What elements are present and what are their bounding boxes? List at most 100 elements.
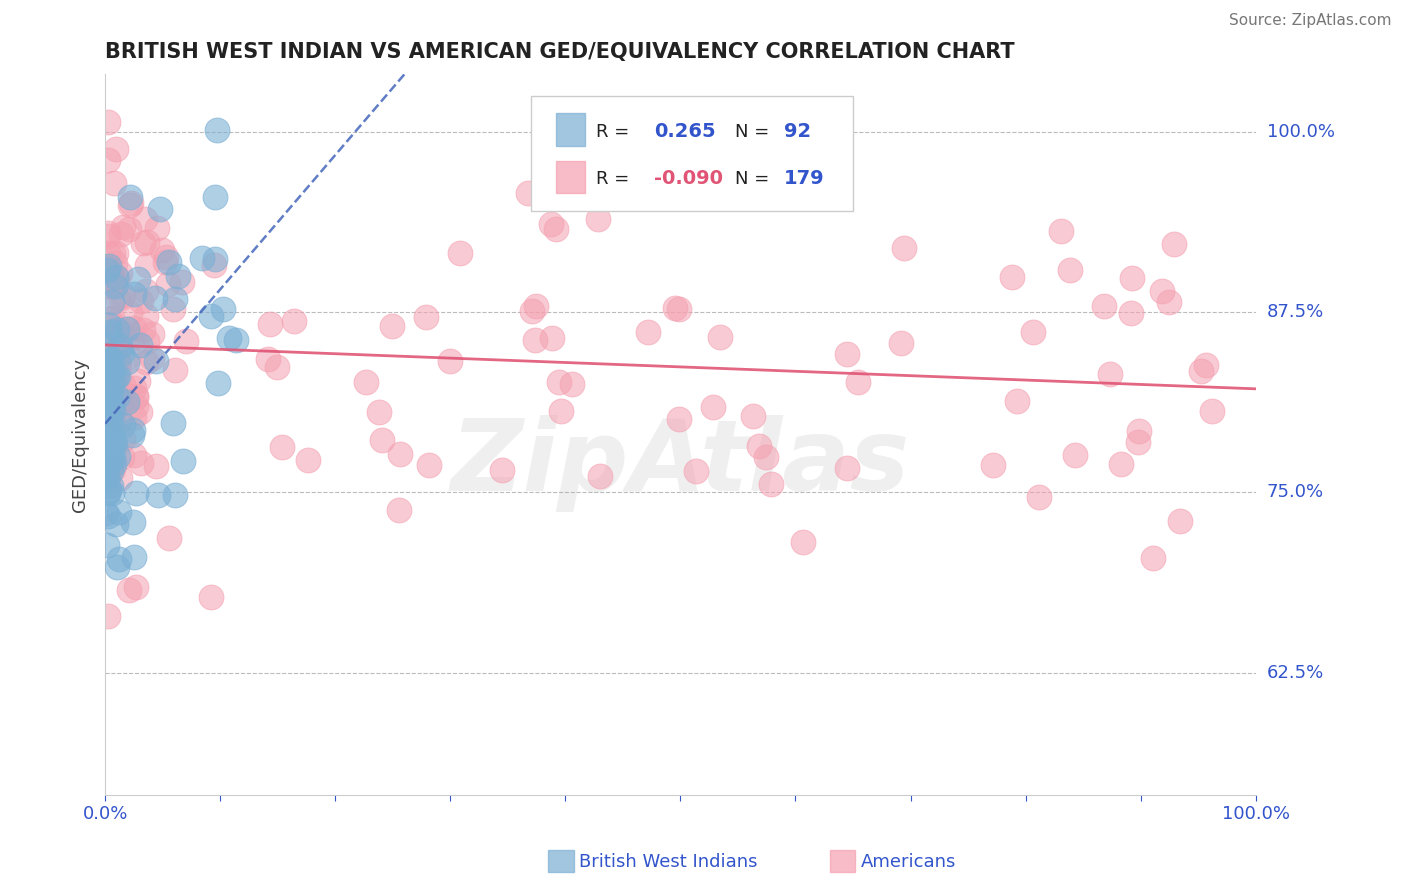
Point bbox=[135, 355, 157, 369]
Point bbox=[117, 355, 139, 369]
Point bbox=[96, 246, 118, 260]
Point bbox=[100, 464, 122, 478]
Point bbox=[97, 393, 120, 408]
Point bbox=[100, 447, 122, 461]
Point bbox=[105, 323, 128, 337]
Point bbox=[1064, 448, 1087, 462]
Point bbox=[135, 309, 157, 323]
Point bbox=[588, 469, 610, 483]
Point bbox=[141, 326, 163, 341]
Point bbox=[108, 266, 131, 280]
Point bbox=[165, 363, 187, 377]
Point bbox=[266, 359, 288, 374]
Point bbox=[200, 309, 222, 323]
Point bbox=[256, 352, 278, 367]
Point bbox=[101, 399, 124, 413]
Point bbox=[98, 385, 121, 400]
Point bbox=[1028, 491, 1050, 505]
Point bbox=[96, 395, 118, 409]
Point bbox=[131, 456, 153, 470]
Point bbox=[96, 365, 118, 379]
Point bbox=[146, 488, 169, 502]
Point bbox=[202, 258, 225, 272]
Point bbox=[135, 284, 157, 298]
Point bbox=[101, 438, 124, 452]
Point bbox=[98, 362, 121, 376]
Point bbox=[125, 486, 148, 500]
Point bbox=[741, 409, 763, 424]
Point bbox=[96, 538, 118, 552]
Point bbox=[125, 399, 148, 413]
Point bbox=[100, 458, 122, 472]
Point bbox=[104, 388, 127, 402]
Text: N =: N = bbox=[734, 122, 775, 141]
Point bbox=[637, 325, 659, 339]
Point bbox=[96, 430, 118, 444]
Point bbox=[754, 450, 776, 464]
Point bbox=[110, 384, 132, 399]
Point bbox=[389, 447, 412, 461]
Point bbox=[1142, 551, 1164, 566]
Point bbox=[98, 347, 121, 361]
Text: BRITISH WEST INDIAN VS AMERICAN GED/EQUIVALENCY CORRELATION CHART: BRITISH WEST INDIAN VS AMERICAN GED/EQUI… bbox=[105, 42, 1015, 62]
Point bbox=[103, 176, 125, 190]
Point bbox=[149, 202, 172, 217]
Point bbox=[709, 330, 731, 344]
Point bbox=[120, 306, 142, 320]
Point bbox=[110, 227, 132, 242]
Point bbox=[107, 449, 129, 463]
Point bbox=[104, 370, 127, 384]
Point bbox=[101, 364, 124, 378]
Point bbox=[111, 450, 134, 465]
Point bbox=[370, 433, 392, 447]
Point bbox=[356, 375, 378, 389]
Point bbox=[546, 222, 568, 236]
Point bbox=[98, 434, 121, 449]
Point bbox=[96, 475, 118, 489]
Point bbox=[121, 331, 143, 345]
Point bbox=[105, 291, 128, 305]
Point bbox=[103, 450, 125, 465]
Point bbox=[792, 534, 814, 549]
Point bbox=[1163, 237, 1185, 252]
Point bbox=[96, 153, 118, 168]
Point bbox=[540, 331, 562, 345]
Point bbox=[97, 412, 120, 426]
Point bbox=[1001, 270, 1024, 285]
Point bbox=[550, 403, 572, 417]
Point bbox=[96, 469, 118, 483]
Point bbox=[132, 323, 155, 337]
Point bbox=[145, 354, 167, 368]
Point bbox=[890, 335, 912, 350]
Point bbox=[98, 278, 121, 293]
Point bbox=[96, 471, 118, 485]
Point bbox=[96, 279, 118, 293]
Point bbox=[388, 503, 411, 517]
Point bbox=[155, 250, 177, 264]
Text: 92: 92 bbox=[785, 122, 811, 141]
Point bbox=[100, 479, 122, 493]
Point bbox=[1121, 306, 1143, 320]
Point bbox=[125, 388, 148, 402]
Point bbox=[105, 246, 128, 260]
Point bbox=[100, 394, 122, 409]
Point bbox=[104, 279, 127, 293]
Point bbox=[97, 368, 120, 382]
Point bbox=[835, 347, 858, 361]
Text: ZipAtlas: ZipAtlas bbox=[451, 415, 910, 512]
Point bbox=[122, 286, 145, 301]
Point bbox=[167, 269, 190, 284]
Point bbox=[685, 464, 707, 478]
Point bbox=[449, 246, 471, 260]
Point bbox=[110, 291, 132, 305]
Point bbox=[1189, 363, 1212, 377]
Point bbox=[118, 582, 141, 597]
Point bbox=[212, 301, 235, 316]
Text: 100.0%: 100.0% bbox=[1267, 123, 1334, 141]
Point bbox=[157, 255, 180, 269]
Point bbox=[101, 270, 124, 285]
Point bbox=[96, 381, 118, 395]
Point bbox=[1092, 299, 1115, 313]
Point bbox=[100, 382, 122, 396]
Point bbox=[122, 549, 145, 564]
